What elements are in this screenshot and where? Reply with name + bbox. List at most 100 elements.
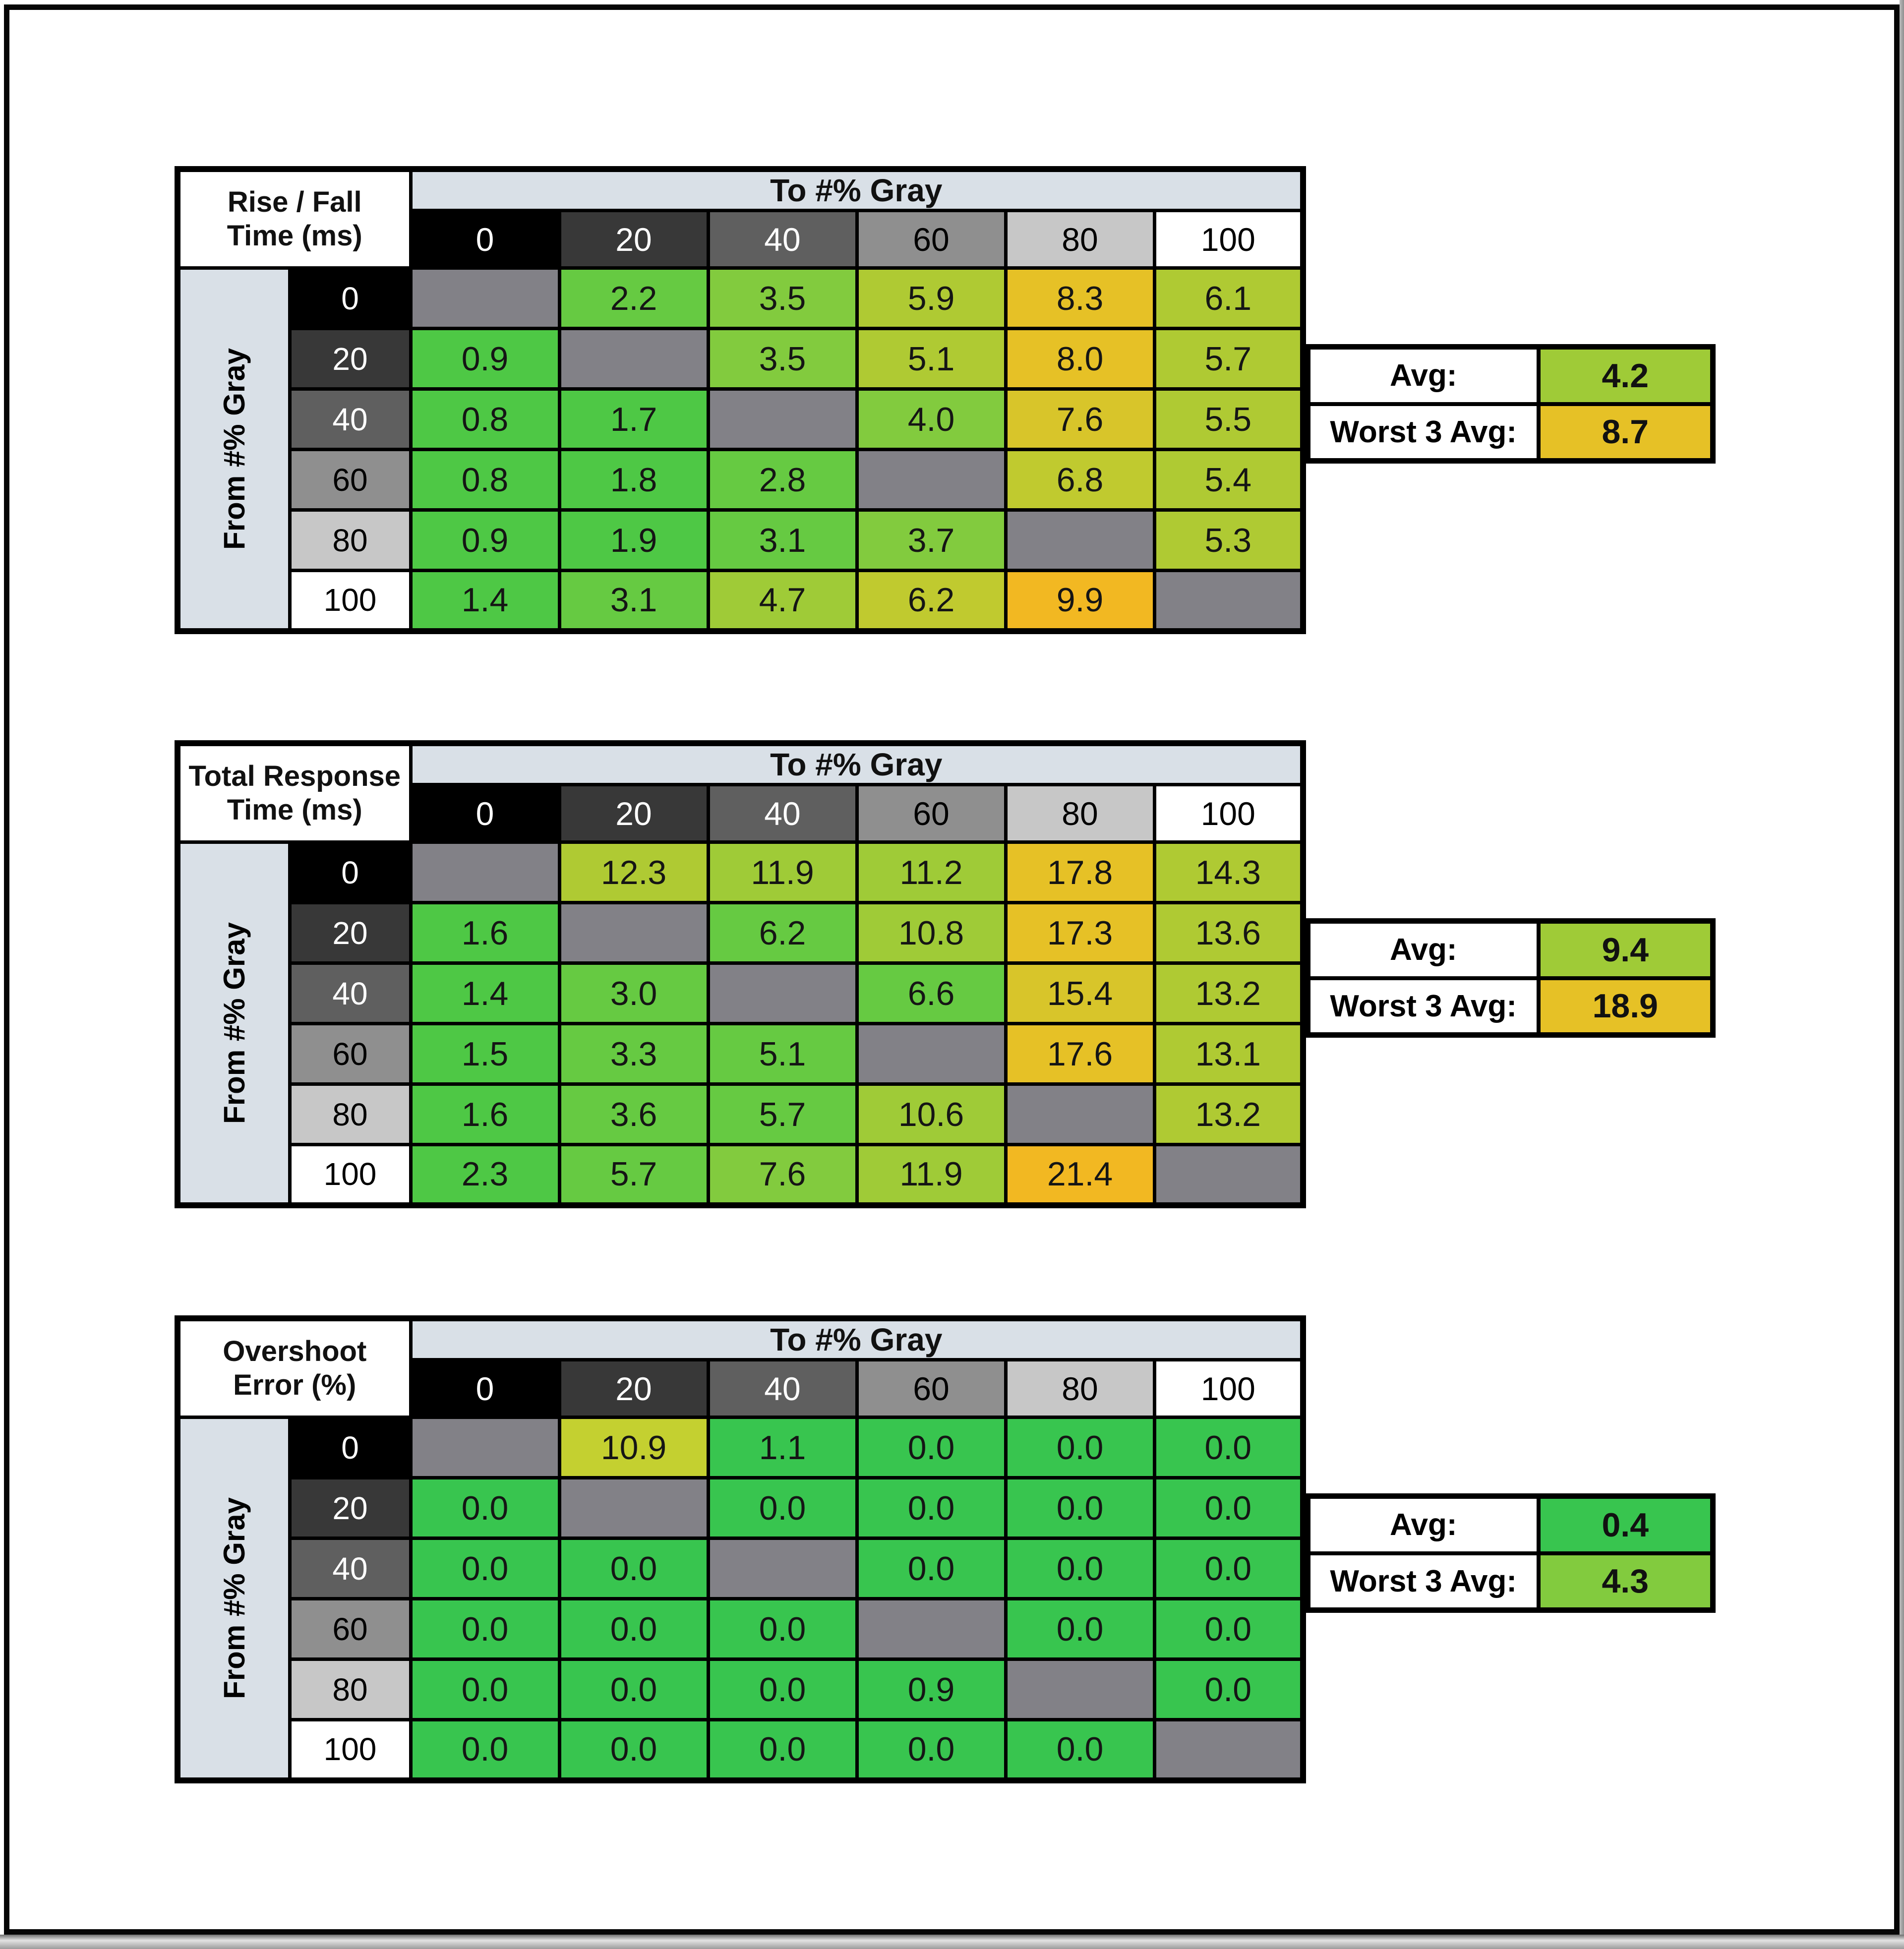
- data-cell: 10.6: [855, 1082, 1008, 1146]
- worst3-avg-value: 4.3: [1536, 1551, 1715, 1612]
- data-cell: 0.0: [409, 1597, 561, 1661]
- data-cell: 0.0: [1004, 1536, 1156, 1600]
- col-level-header-20: 20: [557, 783, 710, 844]
- data-cell: 0.0: [1152, 1597, 1305, 1661]
- row-level-header-80: 80: [288, 508, 413, 572]
- col-level-header-0: 0: [409, 1358, 561, 1419]
- col-level-header-60: 60: [855, 783, 1008, 844]
- overshoot-error-table-wrap: Overshoot Error (%) To #% Gray 0 20 40 60 80 100…: [175, 1315, 1306, 1783]
- data-cell: 12.3: [557, 840, 710, 904]
- from-gray-panel: From #% Gray: [176, 840, 292, 1207]
- data-cell: 0.0: [557, 1718, 710, 1782]
- data-cell: 3.3: [557, 1022, 710, 1086]
- worst3-avg-value: 18.9: [1536, 976, 1715, 1037]
- total-response-time-table-wrap: Total Response Time (ms) To #% Gray 0 20 40 60…: [175, 740, 1306, 1208]
- table-title: Rise / Fall Time (ms): [176, 167, 413, 270]
- data-cell: 3.5: [706, 266, 859, 330]
- table-title-line: Rise / Fall: [227, 185, 362, 218]
- row-level-header-0: 0: [288, 266, 413, 330]
- data-cell: 0.9: [855, 1657, 1008, 1721]
- data-cell: 6.2: [855, 569, 1008, 633]
- data-cell: 1.6: [409, 1082, 561, 1146]
- data-cell: 0.0: [1004, 1476, 1156, 1540]
- row-level-header-100: 100: [288, 1718, 413, 1782]
- data-cell: 0.0: [706, 1597, 859, 1661]
- data-cell: 0.0: [1004, 1416, 1156, 1479]
- table-title-line: Time (ms): [227, 794, 362, 826]
- data-cell: 0.0: [1004, 1597, 1156, 1661]
- data-cell: 0.0: [409, 1718, 561, 1782]
- avg-value: 9.4: [1536, 919, 1715, 980]
- data-cell: 0.0: [855, 1718, 1008, 1782]
- row-level-header-20: 20: [288, 1476, 413, 1540]
- data-cell: 6.2: [706, 901, 859, 965]
- data-cell: 6.8: [1004, 448, 1156, 512]
- data-cell: 3.1: [557, 569, 710, 633]
- diagonal-cell: [855, 448, 1008, 512]
- diagonal-cell: [1004, 1082, 1156, 1146]
- col-level-header-100: 100: [1152, 209, 1305, 270]
- col-level-header-80: 80: [1004, 1358, 1156, 1419]
- data-cell: 0.0: [557, 1597, 710, 1661]
- data-cell: 0.0: [855, 1416, 1008, 1479]
- data-cell: 5.3: [1152, 508, 1305, 572]
- data-cell: 3.5: [706, 327, 859, 391]
- data-cell: 0.0: [557, 1657, 710, 1721]
- diagonal-cell: [1152, 1718, 1305, 1782]
- overshoot-error-table-summary: Avg: 0.4 Worst 3 Avg: 4.3: [1305, 1493, 1716, 1613]
- data-cell: 2.2: [557, 266, 710, 330]
- worst3-avg-label: Worst 3 Avg:: [1306, 1551, 1541, 1612]
- row-level-header-80: 80: [288, 1657, 413, 1721]
- data-cell: 5.7: [706, 1082, 859, 1146]
- data-cell: 5.5: [1152, 387, 1305, 451]
- data-cell: 0.0: [1152, 1536, 1305, 1600]
- data-cell: 11.9: [855, 1143, 1008, 1207]
- data-cell: 9.9: [1004, 569, 1156, 633]
- diagonal-cell: [1152, 569, 1305, 633]
- diagonal-cell: [557, 901, 710, 965]
- data-cell: 2.8: [706, 448, 859, 512]
- row-level-header-40: 40: [288, 961, 413, 1025]
- total-response-time-table: Total Response Time (ms) To #% Gray 0 20 40 60…: [175, 740, 1306, 1208]
- data-cell: 0.8: [409, 448, 561, 512]
- right-edge-strip: [1900, 0, 1904, 1935]
- data-cell: 17.8: [1004, 840, 1156, 904]
- diagonal-cell: [855, 1597, 1008, 1661]
- data-cell: 1.9: [557, 508, 710, 572]
- data-cell: 0.0: [855, 1536, 1008, 1600]
- avg-value: 4.2: [1536, 345, 1715, 406]
- col-level-header-80: 80: [1004, 209, 1156, 270]
- data-cell: 3.7: [855, 508, 1008, 572]
- horizontal-scrollbar[interactable]: [0, 1935, 1904, 1949]
- from-gray-label: From #% Gray: [217, 1497, 251, 1699]
- data-cell: 5.4: [1152, 448, 1305, 512]
- data-cell: 0.0: [409, 1536, 561, 1600]
- table-title: Overshoot Error (%): [176, 1316, 413, 1419]
- data-cell: 0.0: [1152, 1416, 1305, 1479]
- data-cell: 7.6: [1004, 387, 1156, 451]
- data-cell: 1.8: [557, 448, 710, 512]
- data-cell: 3.6: [557, 1082, 710, 1146]
- data-cell: 11.2: [855, 840, 1008, 904]
- data-cell: 14.3: [1152, 840, 1305, 904]
- data-cell: 4.7: [706, 569, 859, 633]
- row-level-header-100: 100: [288, 1143, 413, 1207]
- data-cell: 11.9: [706, 840, 859, 904]
- data-cell: 13.6: [1152, 901, 1305, 965]
- col-level-header-0: 0: [409, 783, 561, 844]
- data-cell: 7.6: [706, 1143, 859, 1207]
- diagonal-cell: [1152, 1143, 1305, 1207]
- col-level-header-100: 100: [1152, 1358, 1305, 1419]
- diagonal-cell: [706, 961, 859, 1025]
- overshoot-error-table: Overshoot Error (%) To #% Gray 0 20 40 60 80 100…: [175, 1315, 1306, 1783]
- row-level-header-20: 20: [288, 327, 413, 391]
- col-level-header-80: 80: [1004, 783, 1156, 844]
- data-cell: 6.1: [1152, 266, 1305, 330]
- col-level-header-20: 20: [557, 209, 710, 270]
- data-cell: 6.6: [855, 961, 1008, 1025]
- to-gray-header: To #% Gray: [409, 167, 1305, 212]
- data-cell: 15.4: [1004, 961, 1156, 1025]
- diagonal-cell: [706, 1536, 859, 1600]
- data-cell: 0.0: [557, 1536, 710, 1600]
